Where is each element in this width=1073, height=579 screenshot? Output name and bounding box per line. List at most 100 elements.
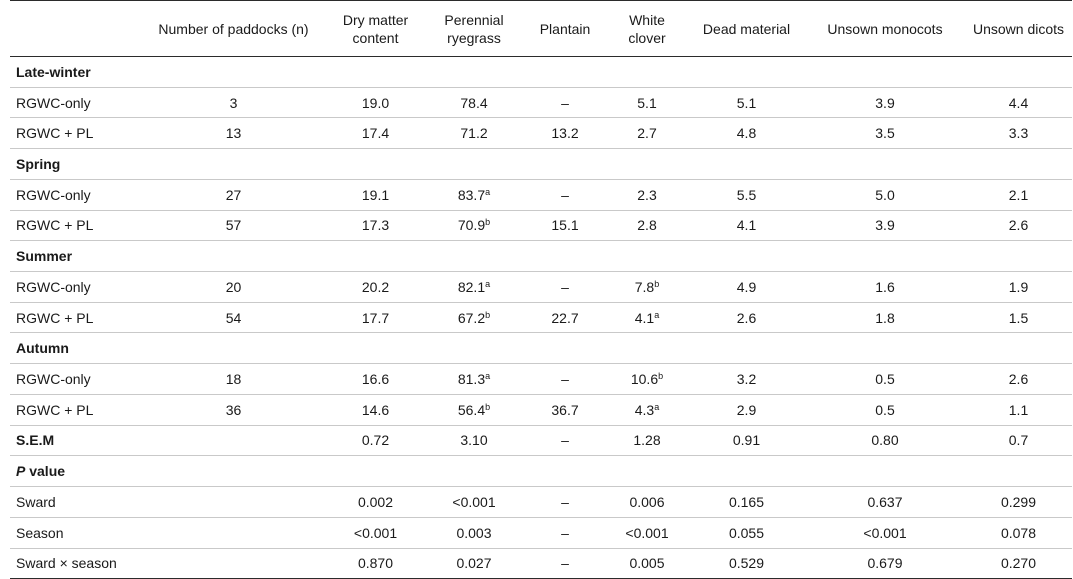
row-label: RGWC-only [10, 179, 140, 211]
section-title: Late-winter [10, 56, 1072, 88]
superscript: b [658, 371, 664, 382]
table-row: RGWC-only 18 16.6 81.3a – 10.6b 3.2 0.5 … [10, 363, 1072, 395]
cell-udicot: 4.4 [965, 87, 1072, 119]
cell-value: 67.2 [457, 309, 486, 326]
row-label: RGWC-only [10, 271, 140, 303]
col-header-unsown-dicots: Unsown dicots [965, 0, 1072, 57]
col-header-plantain: Plantain [524, 0, 606, 57]
p-title-rest: value [25, 463, 66, 480]
cell-dead: 0.91 [688, 425, 805, 457]
cell-value: 10.6 [630, 371, 659, 388]
cell-dm: 17.4 [327, 117, 424, 150]
table-row: Season <0.001 0.003 – <0.001 0.055 <0.00… [10, 517, 1072, 549]
cell-dead: 3.2 [688, 363, 805, 395]
cell-dead: 2.9 [688, 394, 805, 426]
cell-dead: 4.8 [688, 117, 805, 150]
row-label: RGWC-only [10, 87, 140, 119]
cell-wc: 2.8 [606, 210, 688, 242]
table-row: RGWC + PL 57 17.3 70.9b 15.1 2.8 4.1 3.9… [10, 210, 1072, 242]
section-row-spring: Spring [10, 148, 1072, 180]
cell-dm: 16.6 [327, 363, 424, 395]
cell-value: 81.3 [457, 371, 486, 388]
cell-dead: 4.1 [688, 210, 805, 242]
col-header-dry-matter: Dry matter content [327, 0, 424, 57]
cell-prg: 70.9b [424, 210, 524, 242]
superscript: a [654, 401, 660, 412]
cell-value: 4.1 [634, 309, 655, 326]
table-row: RGWC-only 3 19.0 78.4 – 5.1 5.1 3.9 4.4 [10, 87, 1072, 119]
cell-pl: – [524, 87, 606, 119]
p-italic: P [16, 463, 26, 480]
cell-n: 57 [140, 210, 327, 242]
cell-n: 54 [140, 302, 327, 334]
header-row: Number of paddocks (n) Dry matter conten… [10, 0, 1072, 57]
cell-umono: 1.6 [805, 271, 965, 303]
cell-pl: – [524, 548, 606, 579]
col-header-dead-material: Dead material [688, 0, 805, 57]
cell-prg: 82.1a [424, 271, 524, 303]
superscript: a [485, 278, 491, 289]
superscript: a [485, 371, 491, 382]
cell-dead: 0.055 [688, 517, 805, 549]
cell-dm: 0.72 [327, 425, 424, 457]
cell-value: 78.4 [460, 94, 488, 111]
cell-value: 2.8 [637, 217, 657, 234]
row-label: RGWC-only [10, 363, 140, 395]
cell-dm: 0.002 [327, 486, 424, 518]
cell-n [140, 486, 327, 518]
cell-umono: 0.5 [805, 363, 965, 395]
row-label: Season [10, 517, 140, 549]
table-row: RGWC-only 20 20.2 82.1a – 7.8b 4.9 1.6 1… [10, 271, 1072, 303]
cell-udicot: 2.6 [965, 363, 1072, 395]
cell-pl: – [524, 179, 606, 211]
cell-wc: 10.6b [606, 363, 688, 395]
cell-wc: 0.006 [606, 486, 688, 518]
cell-n: 27 [140, 179, 327, 211]
cell-dm: <0.001 [327, 517, 424, 549]
row-label: RGWC + PL [10, 394, 140, 426]
cell-prg: 81.3a [424, 363, 524, 395]
section-title: Summer [10, 240, 1072, 273]
sem-row: S.E.M 0.72 3.10 – 1.28 0.91 0.80 0.7 [10, 425, 1072, 457]
superscript: b [485, 309, 491, 320]
section-row-p-value: P value [10, 455, 1072, 488]
section-row-autumn: Autumn [10, 332, 1072, 365]
cell-pl: – [524, 486, 606, 518]
cell-udicot: 1.5 [965, 302, 1072, 334]
cell-value: 7.8 [634, 278, 655, 295]
data-table: Number of paddocks (n) Dry matter conten… [10, 0, 1072, 579]
cell-dm: 17.7 [327, 302, 424, 334]
cell-n [140, 425, 327, 457]
cell-umono: 5.0 [805, 179, 965, 211]
cell-umono: 0.679 [805, 548, 965, 579]
cell-umono: 3.5 [805, 117, 965, 150]
cell-value: 56.4 [457, 401, 486, 418]
cell-dm: 19.1 [327, 179, 424, 211]
cell-wc: <0.001 [606, 517, 688, 549]
cell-prg: 3.10 [424, 425, 524, 457]
cell-udicot: 1.1 [965, 394, 1072, 426]
cell-pl: 13.2 [524, 117, 606, 150]
cell-udicot: 0.299 [965, 486, 1072, 518]
cell-udicot: 2.1 [965, 179, 1072, 211]
cell-udicot: 0.078 [965, 517, 1072, 549]
cell-wc: 1.28 [606, 425, 688, 457]
superscript: b [654, 278, 660, 289]
table-row: RGWC-only 27 19.1 83.7a – 2.3 5.5 5.0 2.… [10, 179, 1072, 211]
cell-prg: 71.2 [424, 117, 524, 150]
cell-n: 18 [140, 363, 327, 395]
section-title: Spring [10, 148, 1072, 180]
cell-umono: 1.8 [805, 302, 965, 334]
cell-prg: 83.7a [424, 179, 524, 211]
cell-n: 20 [140, 271, 327, 303]
cell-wc: 5.1 [606, 87, 688, 119]
cell-value: 82.1 [457, 278, 486, 295]
cell-wc: 4.1a [606, 302, 688, 334]
cell-udicot: 2.6 [965, 210, 1072, 242]
cell-wc: 7.8b [606, 271, 688, 303]
cell-pl: – [524, 363, 606, 395]
col-header-label [10, 0, 140, 57]
section-title: P value [10, 455, 1072, 488]
cell-umono: 0.637 [805, 486, 965, 518]
cell-prg: 0.003 [424, 517, 524, 549]
